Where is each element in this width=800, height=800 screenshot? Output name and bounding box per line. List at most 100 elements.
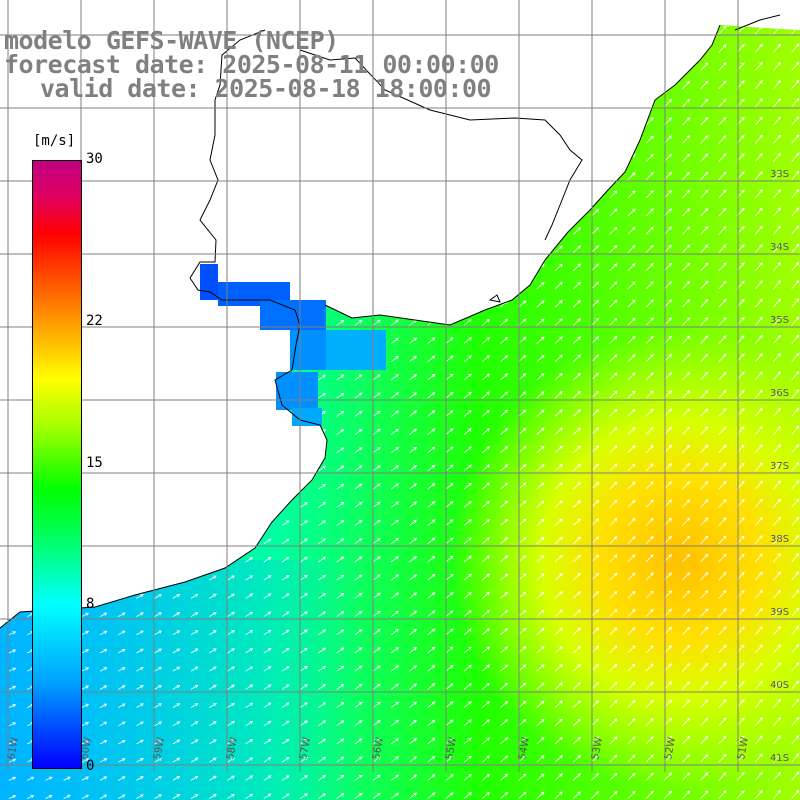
wind-arrow (8, 722, 17, 727)
wind-arrow (773, 789, 782, 799)
wind-arrow (427, 774, 436, 781)
wind-arrow (427, 118, 436, 126)
wind-arrow (518, 209, 527, 217)
wind-arrow (682, 499, 691, 508)
wind-arrow (463, 792, 472, 799)
wind-arrow (518, 118, 527, 126)
wind-arrow (99, 212, 108, 217)
colorbar-tick-label: 15 (86, 454, 103, 471)
wind-arrow (536, 172, 545, 181)
wind-arrow (81, 248, 90, 253)
wind-arrow (536, 627, 545, 636)
wind-arrow (190, 302, 199, 308)
wind-arrow (536, 554, 545, 563)
wind-arrow (190, 357, 199, 363)
wind-arrow (645, 754, 654, 763)
wind-arrow (609, 208, 618, 217)
wind-arrow (190, 339, 199, 344)
wind-arrow (354, 701, 363, 708)
wind-arrow (682, 481, 691, 490)
wind-arrow (718, 98, 727, 108)
wind-arrow (354, 501, 363, 508)
wind-arrow (682, 590, 691, 599)
wind-arrow (118, 248, 126, 253)
wind-arrow (445, 410, 454, 417)
wind-arrow (754, 644, 763, 654)
wind-arrow (463, 337, 472, 344)
wind-arrow (409, 210, 418, 217)
wind-arrow (645, 736, 654, 745)
wind-arrow (463, 446, 472, 454)
wind-arrow (754, 171, 763, 181)
wind-arrow (81, 285, 90, 290)
wind-arrow (700, 280, 709, 290)
wind-arrow (627, 445, 636, 454)
wind-arrow (208, 557, 217, 563)
wind-arrow (481, 482, 491, 490)
wind-arrow (609, 408, 618, 417)
wind-arrow (481, 518, 491, 526)
wind-arrow (409, 337, 418, 344)
wind-arrow (518, 646, 527, 654)
wind-arrow (572, 372, 581, 381)
wind-arrow (754, 553, 763, 563)
wind-arrow (81, 576, 90, 581)
wind-arrow (336, 247, 345, 253)
wind-arrow (500, 628, 509, 636)
wind-arrow (718, 225, 727, 235)
wind-arrow (682, 135, 691, 144)
wind-arrow (700, 626, 709, 636)
wind-arrow (227, 484, 236, 490)
wind-arrow (263, 593, 272, 599)
wind-arrow (299, 447, 308, 454)
wind-arrow (373, 11, 380, 16)
wind-arrow (591, 499, 600, 508)
wind-arrow (609, 536, 618, 545)
wind-arrow (172, 575, 181, 581)
wind-arrow (409, 665, 418, 672)
wind-arrow (390, 301, 399, 308)
wind-arrow (354, 155, 363, 162)
wind-arrow (8, 795, 17, 799)
wind-arrow (773, 61, 782, 71)
wind-arrow (63, 103, 71, 108)
wind-arrow (427, 792, 436, 799)
wind-arrow (81, 794, 90, 799)
wind-arrow (554, 245, 563, 253)
wind-arrow (118, 740, 126, 745)
wind-arrow (645, 408, 654, 417)
wind-arrow (700, 462, 709, 472)
wind-arrow (518, 591, 527, 599)
wind-arrow (773, 425, 782, 435)
wind-arrow (700, 717, 709, 727)
wind-arrow (299, 156, 308, 162)
wind-arrow (518, 755, 527, 763)
wind-arrow (591, 354, 600, 363)
wind-arrow (8, 358, 17, 363)
wind-arrow (718, 571, 727, 581)
wind-arrow (8, 522, 17, 526)
wind-arrow (754, 480, 763, 490)
wind-arrow (281, 575, 290, 581)
wind-arrow (445, 428, 454, 435)
wind-arrow (227, 593, 236, 599)
wind-arrow (591, 627, 600, 636)
title-valid-date: valid date: 2025-08-18 18:00:00 (40, 74, 492, 103)
wind-arrow (773, 516, 782, 526)
wind-arrow (682, 790, 691, 799)
wind-arrow (99, 612, 108, 617)
wind-arrow (427, 664, 436, 672)
wind-arrow (409, 11, 416, 17)
wind-arrow (81, 558, 90, 563)
wind-arrow (518, 191, 527, 199)
colorbar-tick-label: 8 (86, 596, 95, 613)
wind-arrow (281, 138, 290, 144)
wind-arrow (99, 758, 108, 763)
colorbar-tick-label: 0 (86, 758, 95, 774)
wind-arrow (409, 501, 418, 508)
wind-arrow (518, 718, 527, 727)
wind-arrow (481, 664, 491, 672)
wind-arrow (81, 139, 90, 144)
wind-arrow (754, 98, 763, 108)
